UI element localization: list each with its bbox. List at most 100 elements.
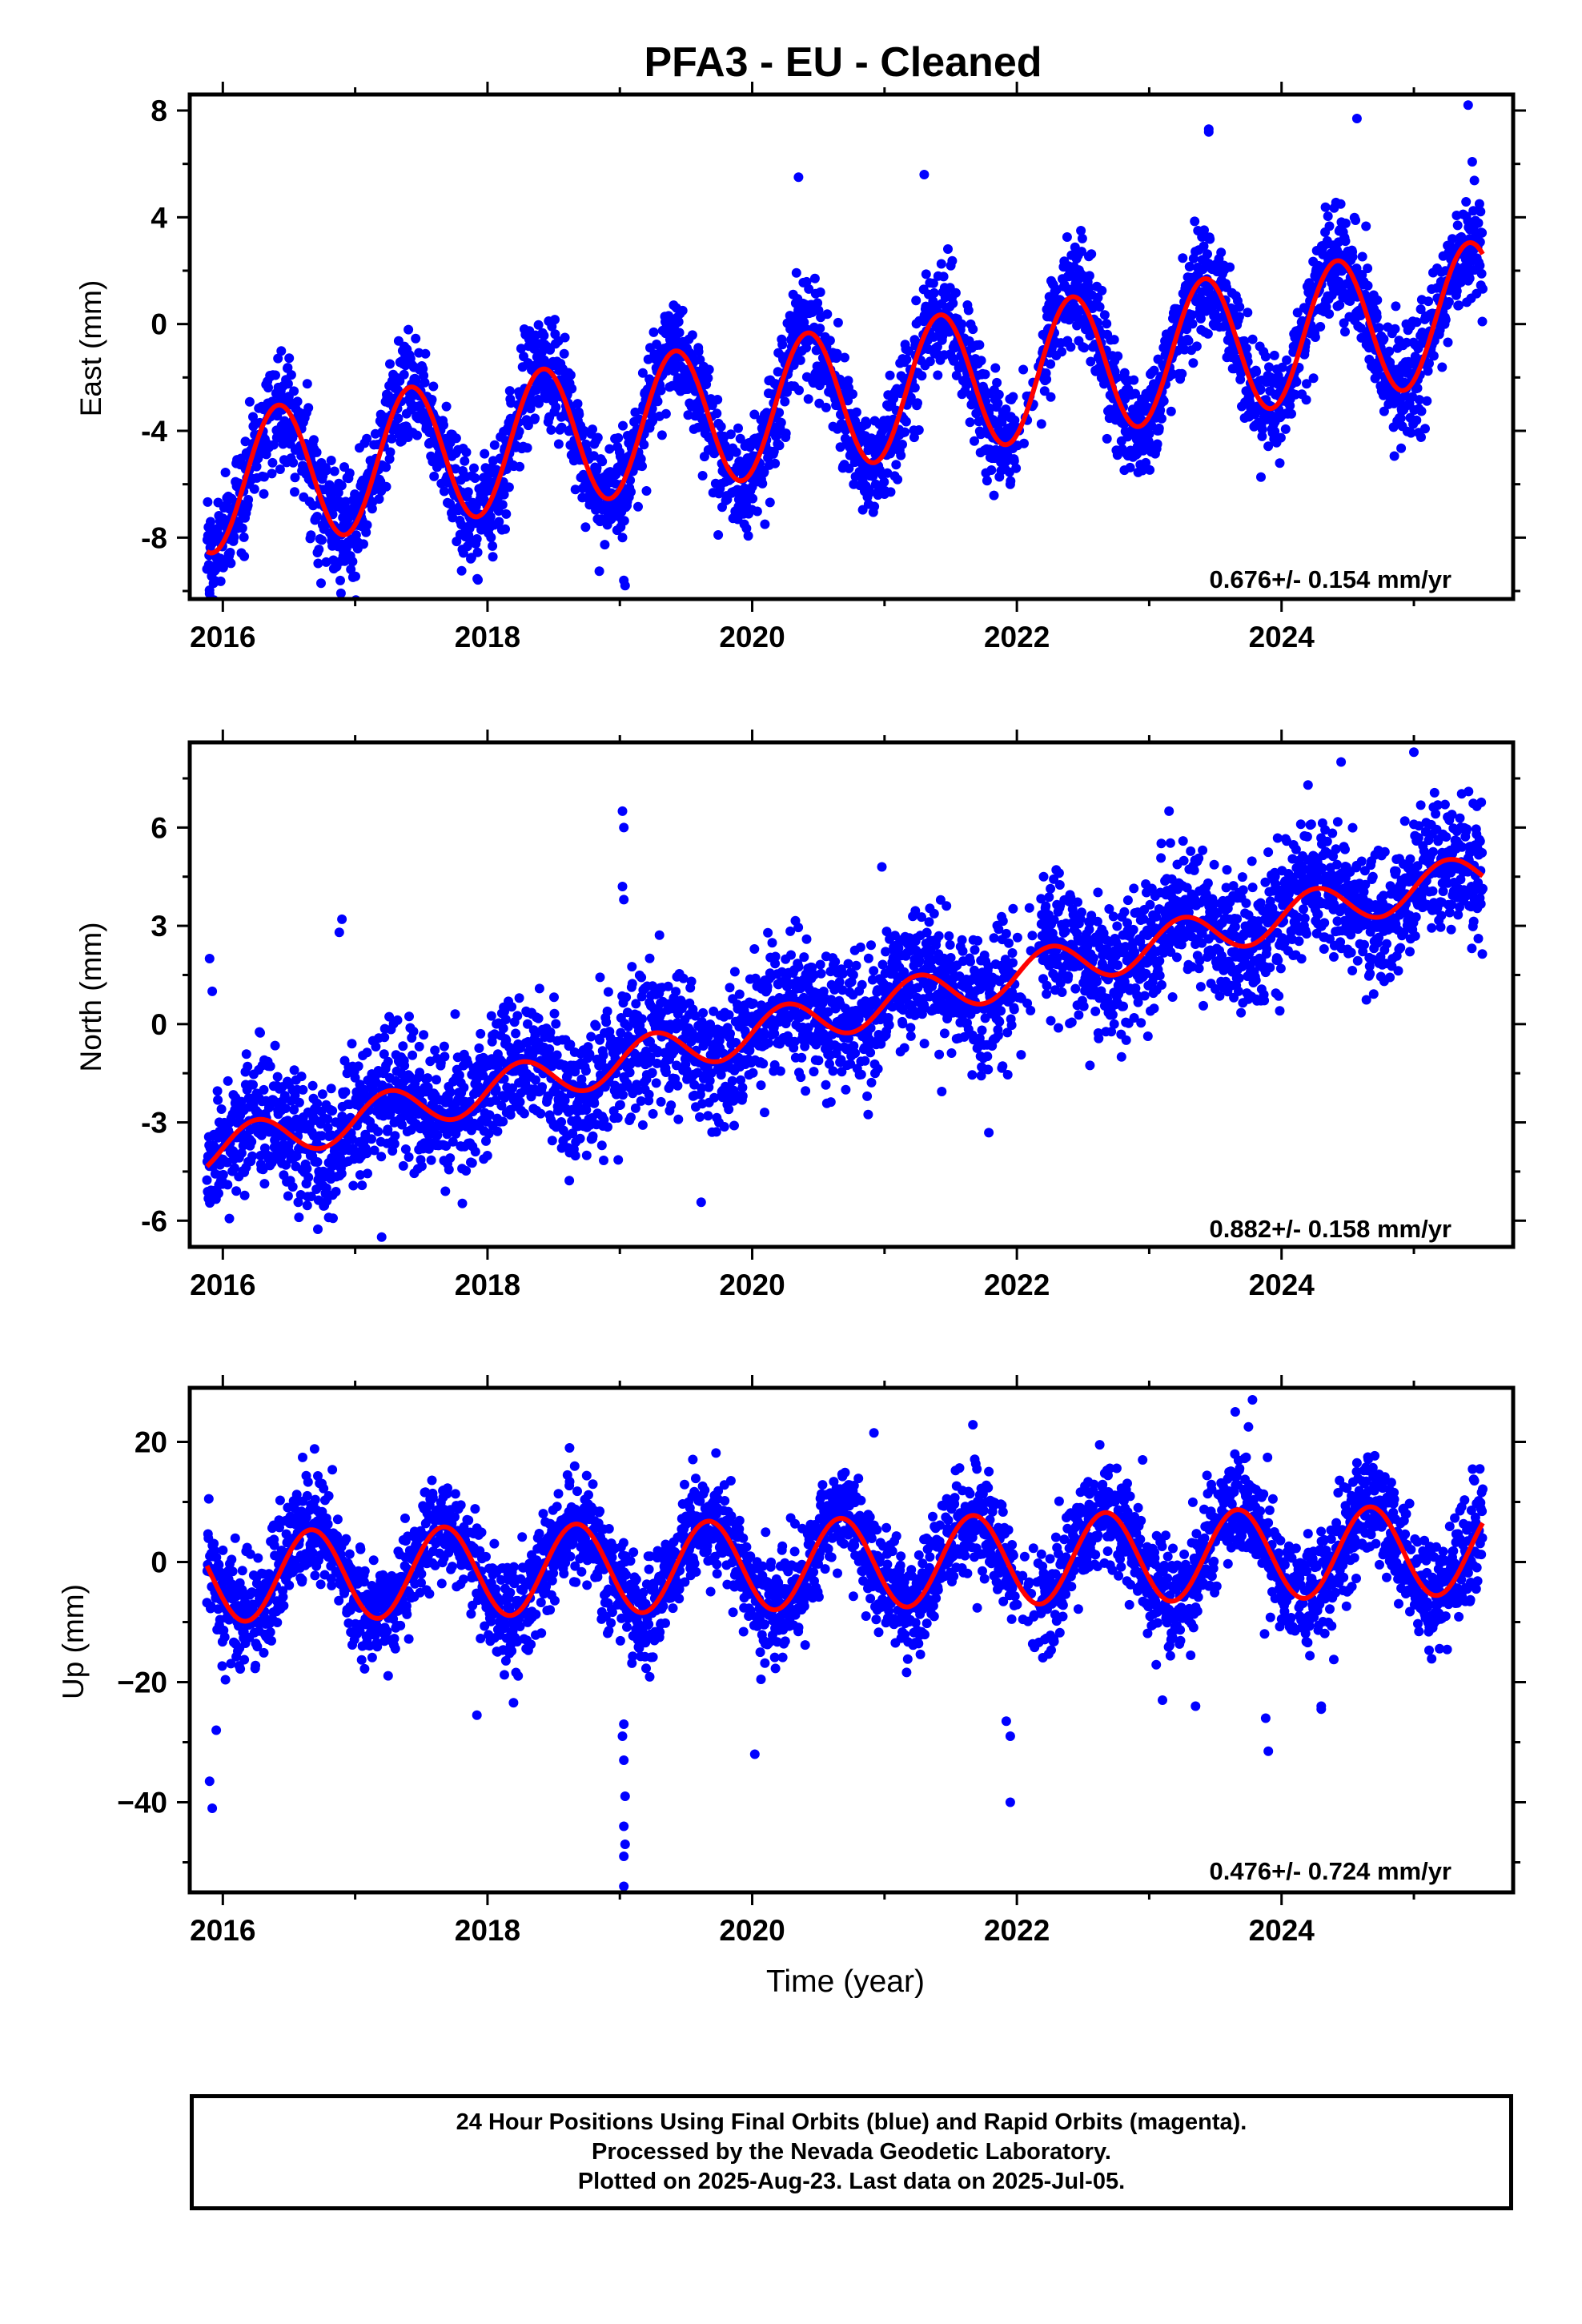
east-data-point: [597, 456, 608, 467]
north-data-point: [398, 1041, 408, 1051]
north-data-point: [348, 1180, 359, 1191]
east-data-point: [843, 376, 853, 386]
north-data-point: [696, 1197, 706, 1208]
east-data-point: [704, 364, 714, 375]
east-data-point: [974, 340, 985, 350]
east-data-point: [560, 332, 570, 343]
east-data-point: [1339, 318, 1349, 328]
east-data-point: [917, 371, 927, 381]
east-data-point: [716, 421, 726, 432]
east-data-point: [865, 487, 875, 497]
north-data-point: [589, 1098, 600, 1108]
east-data-point: [225, 548, 235, 557]
east-data-point: [470, 473, 480, 483]
north-data-point: [727, 1076, 737, 1086]
east-data-point: [530, 413, 540, 424]
north-data-point: [470, 1147, 480, 1157]
east-data-point: [533, 320, 544, 330]
east-data-point: [1275, 458, 1285, 468]
east-data-point: [1310, 332, 1320, 342]
north-data-point: [307, 1080, 318, 1091]
north-data-point: [326, 1084, 336, 1094]
north-data-point: [673, 1080, 683, 1091]
east-data-point: [1199, 241, 1209, 251]
east-data-point: [904, 346, 914, 356]
north-data-point: [486, 1011, 496, 1021]
east-data-point: [928, 278, 938, 288]
east-data-point: [900, 427, 910, 437]
east-outlier-point: [1005, 479, 1015, 489]
east-data-point: [420, 377, 430, 388]
east-data-point: [220, 468, 231, 477]
east-data-point: [1361, 221, 1371, 231]
north-data-point: [673, 1114, 684, 1124]
north-data-point: [637, 1014, 647, 1024]
east-data-point: [1130, 388, 1140, 399]
north-data-point: [514, 993, 524, 1003]
north-data-point: [376, 1152, 387, 1162]
east-data-point: [313, 558, 323, 569]
north-data-point: [247, 1136, 257, 1147]
north-data-point: [599, 1156, 608, 1165]
east-data-point: [936, 259, 946, 269]
east-data-point: [1363, 280, 1373, 291]
north-data-point: [656, 1096, 666, 1107]
north-data-point: [580, 1066, 591, 1076]
east-data-point: [965, 417, 975, 428]
east-data-point: [743, 531, 753, 541]
east-data-point: [1324, 309, 1335, 319]
east-data-point: [1379, 406, 1389, 416]
east-data-point: [1057, 347, 1067, 357]
east-data-point: [267, 468, 277, 479]
east-data-point: [949, 356, 959, 366]
north-data-point: [552, 1050, 562, 1060]
east-y-tick-label: 8: [151, 94, 167, 127]
east-data-point: [567, 384, 577, 394]
east-data-point: [976, 429, 986, 440]
east-data-point: [339, 462, 349, 472]
east-outlier-point: [620, 581, 630, 591]
east-outlier-point: [1351, 114, 1362, 123]
east-data-point: [463, 487, 473, 497]
east-data-point: [351, 571, 360, 581]
east-data-point: [1011, 463, 1022, 473]
north-data-point: [654, 930, 665, 940]
east-data-point: [1257, 424, 1267, 435]
east-data-point: [387, 433, 397, 444]
east-data-point: [943, 244, 953, 254]
east-data-point: [901, 416, 911, 427]
east-data-point: [781, 428, 791, 439]
north-data-point: [270, 1040, 280, 1051]
north-data-point: [255, 1027, 265, 1038]
east-data-point: [1255, 384, 1266, 395]
east-data-point: [1179, 344, 1190, 355]
east-data-point: [1467, 157, 1477, 167]
north-data-point: [725, 983, 735, 993]
north-data-point: [613, 1155, 624, 1165]
east-data-point: [913, 398, 922, 408]
east-data-point: [687, 330, 697, 340]
east-data-point: [303, 403, 314, 413]
north-data-point: [711, 1127, 721, 1137]
east-data-point: [814, 398, 825, 408]
east-data-point: [633, 501, 643, 512]
east-data-point: [897, 440, 907, 449]
north-data-point: [533, 1013, 544, 1023]
east-outlier-point: [204, 589, 215, 599]
east-data-point: [472, 547, 483, 557]
east-data-point: [1102, 433, 1112, 444]
north-data-point: [296, 1072, 307, 1082]
north-data-point: [729, 967, 740, 977]
east-data-point: [652, 340, 662, 349]
east-data-point: [674, 328, 685, 338]
east-data-point: [259, 472, 269, 482]
east-data-point: [1372, 295, 1383, 305]
east-data-point: [1282, 355, 1292, 365]
east-data-point: [1036, 419, 1046, 429]
north-data-point: [461, 1166, 472, 1176]
east-data-point: [735, 433, 745, 444]
east-data-point: [1277, 362, 1287, 372]
north-data-point: [536, 1108, 546, 1119]
east-data-point: [556, 422, 567, 432]
east-data-point: [1086, 356, 1096, 367]
